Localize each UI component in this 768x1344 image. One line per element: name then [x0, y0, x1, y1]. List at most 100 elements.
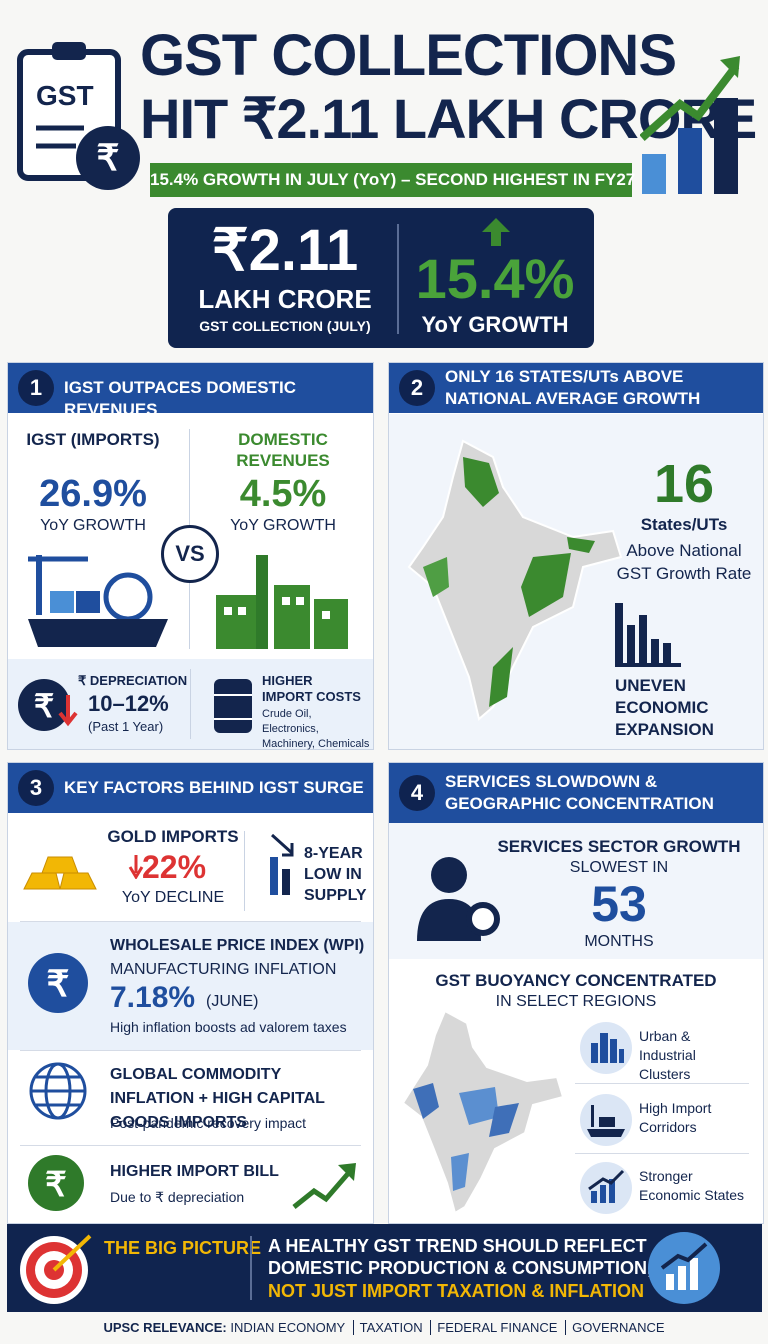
commodity-title: GLOBAL COMMODITY INFLATION + HIGH CAPITA…: [110, 1066, 325, 1131]
svg-text:₹: ₹: [47, 963, 70, 1004]
wpi-title: WHOLESALE PRICE INDEX (WPI): [110, 937, 365, 954]
uneven-bars-icon: [615, 603, 681, 667]
igst-caption: YoY GROWTH: [40, 517, 146, 534]
buoyancy-item: Stronger Economic States: [639, 1168, 745, 1203]
title: GST COLLECTIONS: [140, 23, 677, 88]
footer: UPSC RELEVANCE: INDIAN ECONOMY TAXATION …: [0, 1320, 768, 1335]
commodity-note: Post-pandemic recovery impact: [110, 1115, 307, 1131]
item-note: (Past 1 Year): [88, 719, 164, 734]
globe-icon: [29, 1062, 87, 1120]
item-value: 10–12%: [88, 691, 169, 716]
domestic-label: DOMESTIC REVENUES: [236, 430, 330, 470]
gold-side: 8-YEAR LOW IN SUPPLY: [304, 845, 367, 904]
wpi-subtitle: MANUFACTURING INFLATION: [110, 961, 337, 978]
target-icon: [20, 1234, 92, 1304]
item-note: Crude Oil, Electronics, Machinery, Chemi…: [262, 708, 370, 750]
services-line: SLOWEST IN: [569, 859, 669, 876]
wpi-period: (JUNE): [206, 993, 259, 1010]
divider: [190, 669, 191, 739]
divider: [397, 224, 399, 334]
person-gear-icon: [417, 857, 500, 941]
footer-topic: FEDERAL FINANCE: [430, 1320, 558, 1335]
big-picture-label: THE BIG PICTURE: [104, 1238, 262, 1258]
buoyancy-title: GST BUOYANCY CONCENTRATED: [435, 971, 717, 990]
buoyancy-item: High Import Corridors: [639, 1100, 712, 1135]
subtitle: 15.4% GROWTH IN JULY (YoY) – SECOND HIGH…: [150, 163, 635, 197]
footer-topic: INDIAN ECONOMY: [230, 1320, 345, 1335]
big-picture-line: NOT JUST IMPORT TAXATION & INFLATION: [268, 1281, 644, 1301]
amount-unit: LAKH CRORE: [198, 284, 372, 314]
wpi-value: 7.18%: [110, 981, 196, 1014]
section-number: 2: [399, 370, 435, 406]
section-number: 1: [18, 370, 54, 406]
section-number: 3: [18, 770, 54, 806]
factory-icon: [216, 555, 348, 649]
divider: [20, 921, 361, 922]
gold-title: GOLD IMPORTS: [107, 827, 239, 846]
gold-icon: [23, 856, 97, 890]
item-title: ₹ DEPRECIATION: [78, 673, 188, 688]
port-icon: [580, 1094, 632, 1146]
footer-topic: TAXATION: [352, 1320, 423, 1335]
wpi-note: High inflation boosts ad valorem taxes: [110, 1019, 347, 1035]
section-3: 3 KEY FACTORS BEHIND IGST SURGE GOLD IMP…: [7, 762, 374, 1224]
services-value: 53: [591, 876, 647, 932]
svg-text:₹: ₹: [45, 1166, 67, 1204]
india-map: [407, 439, 623, 721]
down-arrow: [128, 855, 144, 879]
buoyancy-subtitle: IN SELECT REGIONS: [495, 993, 657, 1010]
barrel-icon: [214, 679, 252, 733]
divider: [20, 1145, 361, 1146]
big-picture-bar: [7, 1224, 762, 1312]
growth: 15.4%: [415, 247, 575, 310]
gst-icon: ₹: [17, 42, 140, 190]
section-title: ONLY 16 STATES/UTs ABOVE NATIONAL AVERAG…: [445, 367, 701, 408]
section-number: 4: [399, 775, 435, 811]
amount-caption: GST COLLECTION (JULY): [199, 318, 371, 334]
headline-box: [168, 208, 594, 348]
city-icon: [580, 1022, 632, 1074]
section-header: [8, 363, 373, 413]
divider: [250, 1236, 252, 1300]
section-1: 1 IGST OUTPACES DOMESTIC REVENUES IGST (…: [7, 362, 374, 750]
up-arrow: [482, 218, 510, 246]
divider: [575, 1153, 749, 1154]
section-title: KEY FACTORS BEHIND IGST SURGE: [64, 778, 364, 797]
section-4: 4 SERVICES SLOWDOWN & GEOGRAPHIC CONCENT…: [388, 762, 764, 1224]
big-note: Above National GST Growth Rate: [616, 541, 752, 583]
section-header: [389, 363, 763, 413]
section-title: SERVICES SLOWDOWN & GEOGRAPHIC CONCENTRA…: [445, 772, 714, 813]
ship-icon: [28, 555, 168, 647]
section-header: [8, 763, 373, 813]
gold-caption: YoY DECLINE: [121, 889, 225, 906]
india-map: [401, 1009, 565, 1215]
big-label: States/UTs: [640, 515, 728, 534]
igst-label: IGST (IMPORTS): [26, 430, 160, 449]
section-title: IGST OUTPACES DOMESTIC REVENUES: [64, 378, 297, 419]
section-header: [389, 763, 763, 823]
import-bill-note: Due to ₹ depreciation: [110, 1189, 245, 1205]
vs-badge: VS: [161, 525, 219, 583]
rupee-green-icon: ₹: [28, 1155, 84, 1211]
divider: [244, 831, 245, 911]
domestic-value: 4.5%: [239, 473, 327, 515]
rupee-icon: ₹: [28, 953, 88, 1013]
big-picture-line: A HEALTHY GST TREND SHOULD REFLECT: [268, 1236, 647, 1256]
chart-icon: [580, 1162, 632, 1214]
domestic-caption: YoY GROWTH: [230, 517, 336, 534]
import-bill-title: HIGHER IMPORT BILL: [110, 1163, 279, 1180]
trend-icon: [292, 1163, 356, 1209]
title: HIT ₹2.11 LAKH CRORE: [140, 87, 757, 150]
svg-text:₹: ₹: [97, 137, 120, 178]
footer-prefix: UPSC RELEVANCE:: [103, 1320, 227, 1335]
rupee-down-icon: ₹: [18, 679, 78, 731]
badge: GST: [36, 80, 94, 111]
uneven-label: UNEVEN ECONOMIC EXPANSION: [615, 676, 714, 739]
services-unit: MONTHS: [584, 933, 654, 950]
low-supply-icon: [270, 833, 294, 895]
big-number: 16: [653, 454, 715, 514]
divider: [20, 1050, 361, 1051]
divider: [575, 1083, 749, 1084]
buoyancy-item: Urban & Industrial Clusters: [639, 1028, 696, 1082]
